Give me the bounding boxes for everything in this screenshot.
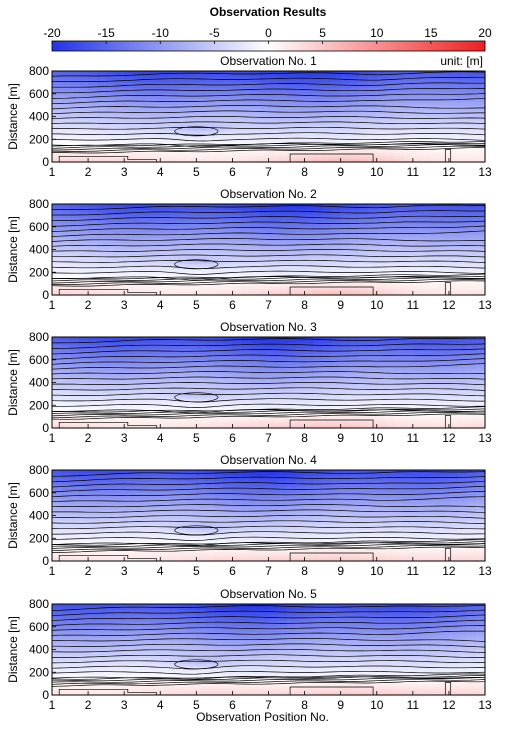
colorbar-tick-label: -10 [152, 26, 170, 40]
x-tick-label: 12 [442, 165, 456, 179]
x-tick-label: 6 [229, 431, 236, 445]
figure-title: Observation Results [210, 5, 327, 19]
x-tick-label: 13 [478, 431, 492, 445]
y-tick-label: 200 [29, 398, 49, 412]
colorbar-tick-label: 15 [424, 26, 438, 40]
colorbar-tick-label: -15 [97, 26, 115, 40]
x-tick-label: 11 [407, 298, 420, 312]
y-tick-label: 600 [29, 353, 49, 367]
y-tick-label: 600 [29, 220, 49, 234]
x-tick-label: 1 [49, 165, 56, 179]
colorbar-tick-label: 20 [478, 26, 492, 40]
x-tick-label: 7 [265, 165, 272, 179]
y-tick-label: 400 [29, 110, 49, 124]
x-tick-label: 4 [157, 298, 164, 312]
x-tick-label: 4 [157, 431, 164, 445]
x-tick-label: 7 [265, 431, 272, 445]
y-tick-label: 800 [29, 330, 49, 344]
x-tick-label: 12 [442, 298, 456, 312]
x-tick-label: 2 [85, 298, 92, 312]
x-tick-label: 3 [121, 431, 128, 445]
x-tick-label: 13 [478, 165, 492, 179]
unit-label: unit: [m] [440, 54, 483, 68]
y-tick-label: 400 [29, 376, 49, 390]
x-tick-label: 6 [229, 298, 236, 312]
x-tick-label: 11 [407, 165, 420, 179]
x-tick-label: 10 [370, 431, 384, 445]
x-tick-label: 6 [229, 165, 236, 179]
x-tick-label: 5 [193, 298, 200, 312]
x-tick-label: 9 [337, 431, 344, 445]
panel-title: Observation No. 2 [220, 187, 317, 201]
x-tick-label: 8 [301, 165, 308, 179]
y-tick-label: 800 [29, 197, 49, 211]
y-axis-label: Distance [m] [6, 349, 20, 416]
colorbar-tick-label: -5 [209, 26, 220, 40]
y-tick-label: 200 [29, 265, 49, 279]
y-tick-label: 800 [29, 64, 49, 78]
x-tick-label: 8 [301, 431, 308, 445]
colorbar-tick-label: 10 [370, 26, 384, 40]
x-tick-label: 10 [370, 165, 384, 179]
x-tick-label: 1 [49, 431, 56, 445]
x-tick-label: 5 [193, 165, 200, 179]
x-tick-label: 3 [121, 298, 128, 312]
x-tick-label: 9 [337, 298, 344, 312]
y-tick-label: 600 [29, 87, 49, 101]
colorbar: -20 -15 -10 -5 0 5 10 15 20 [43, 26, 492, 51]
x-tick-label: 3 [121, 165, 128, 179]
x-tick-label: 7 [265, 298, 272, 312]
x-tick-label: 4 [157, 165, 164, 179]
x-tick-label: 13 [478, 298, 492, 312]
panel-title: Observation No. 1 [220, 54, 317, 68]
x-tick-label: 12 [442, 431, 456, 445]
y-axis-label: Distance [m] [6, 83, 20, 150]
colorbar-tick-label: 5 [319, 26, 326, 40]
x-tick-label: 5 [193, 431, 200, 445]
x-tick-label: 9 [337, 165, 344, 179]
x-tick-label: 2 [85, 165, 92, 179]
panel-title: Observation No. 3 [220, 320, 317, 334]
y-axis-label: Distance [m] [6, 216, 20, 283]
colorbar-tick-label: 0 [265, 26, 272, 40]
y-tick-label: 400 [29, 243, 49, 257]
y-tick-label: 200 [29, 132, 49, 146]
x-tick-label: 2 [85, 431, 92, 445]
x-tick-label: 10 [370, 298, 384, 312]
colorbar-tick-label: -20 [43, 26, 61, 40]
x-tick-label: 11 [407, 431, 420, 445]
x-tick-label: 1 [49, 298, 56, 312]
x-tick-label: 8 [301, 298, 308, 312]
